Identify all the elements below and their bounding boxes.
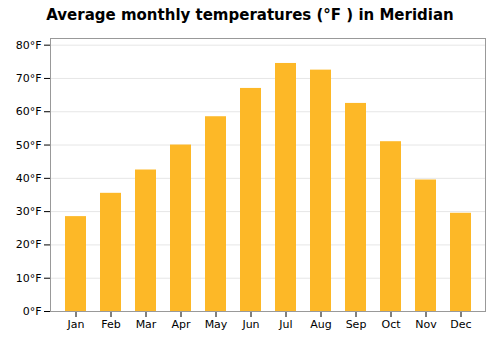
- svg-text:Jan: Jan: [67, 318, 85, 331]
- svg-text:May: May: [205, 318, 228, 331]
- svg-text:Aug: Aug: [310, 318, 331, 331]
- svg-text:80°F: 80°F: [16, 39, 42, 52]
- svg-text:60°F: 60°F: [16, 105, 42, 118]
- svg-text:Jun: Jun: [241, 318, 259, 331]
- svg-text:Sep: Sep: [346, 318, 367, 331]
- svg-text:Jul: Jul: [278, 318, 292, 331]
- svg-text:40°F: 40°F: [16, 172, 42, 185]
- svg-text:Mar: Mar: [136, 318, 157, 331]
- svg-text:70°F: 70°F: [16, 72, 42, 85]
- svg-text:30°F: 30°F: [16, 205, 42, 218]
- svg-text:0°F: 0°F: [23, 305, 42, 318]
- svg-text:Feb: Feb: [101, 318, 120, 331]
- svg-text:Oct: Oct: [381, 318, 401, 331]
- svg-text:20°F: 20°F: [16, 238, 42, 251]
- svg-text:50°F: 50°F: [16, 139, 42, 152]
- html-text:Average monthly temperatures (: Average monthly temperatures (°F ) in Me…: [46, 6, 454, 24]
- svg-text:Nov: Nov: [415, 318, 437, 331]
- svg-text:Dec: Dec: [450, 318, 471, 331]
- svg-text:10°F: 10°F: [16, 272, 42, 285]
- svg-text:Apr: Apr: [171, 318, 191, 331]
